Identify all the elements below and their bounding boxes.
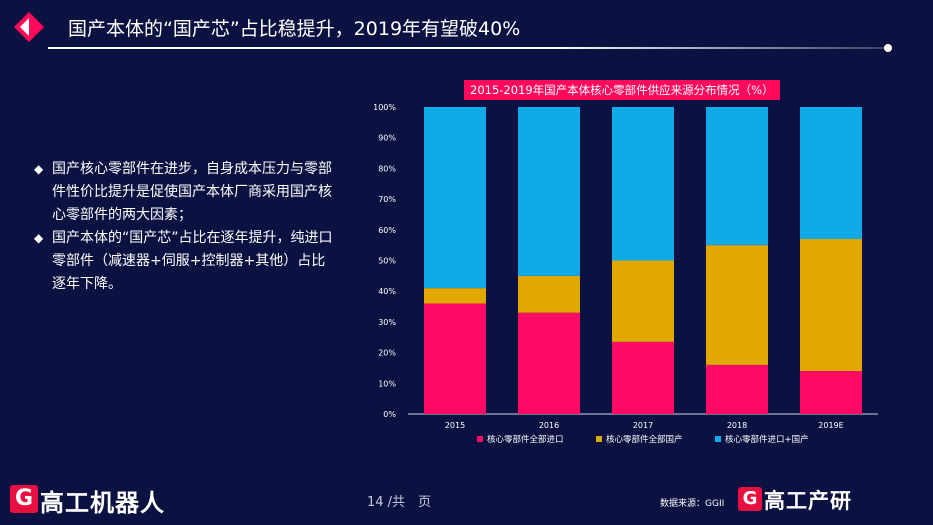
bullet-text-2: 国产本体的“国产芯”占比在逐年提升，纯进口零部件（减速器+伺服+控制器+其他）占… [52, 230, 333, 292]
bullet-item-1: ◆ 国产核心零部件在进步，自身成本压力与零部件性价比提升是促使国产本体厂商采用国… [34, 158, 334, 227]
bar-2016-series-2 [518, 275, 580, 313]
legend-swatch-3 [715, 436, 721, 442]
bullet-item-2: ◆ 国产本体的“国产芯”占比在逐年提升，纯进口零部件（减速器+伺服+控制器+其他… [34, 227, 334, 296]
y-tick-label: 70% [378, 195, 396, 204]
y-tick-label: 30% [378, 318, 396, 327]
y-tick-label: 80% [378, 164, 396, 173]
chart-title: 2015-2019年国产本体核心零部件供应来源分布情况（%） [464, 80, 780, 100]
x-tick-label: 2019E [818, 421, 843, 430]
x-tick-label: 2017 [633, 421, 653, 430]
legend-label-1: 核心零部件全部进口 [487, 434, 564, 445]
title-underline [48, 47, 888, 49]
legend-swatch-2 [596, 436, 602, 442]
y-tick-label: 20% [378, 349, 396, 358]
legend-label-2: 核心零部件全部国产 [606, 434, 683, 445]
x-tick-label: 2018 [727, 421, 747, 430]
footer-logo-left: G 高工机器人 [10, 481, 164, 517]
logo-text-right: 高工产研 [764, 489, 852, 513]
y-tick-label: 90% [378, 134, 396, 143]
bullet-list: ◆ 国产核心零部件在进步，自身成本压力与零部件性价比提升是促使国产本体厂商采用国… [34, 158, 334, 296]
title-underline-dot [884, 44, 892, 52]
bar-2017-series-3 [612, 107, 674, 261]
diamond-bullet-icon: ◆ [34, 231, 44, 245]
bar-2018-series-2 [706, 245, 768, 365]
bar-2016-series-1 [518, 312, 580, 414]
title-mark-icon [14, 12, 44, 42]
bullet-text-1: 国产核心零部件在进步，自身成本压力与零部件性价比提升是促使国产本体厂商采用国产核… [52, 161, 332, 223]
bar-2018-series-3 [706, 107, 768, 246]
stacked-bar-chart: 0% 10% 20% 30% 40% 50% 60% 70% 80% 90% 100% 2015 201… [373, 103, 878, 445]
bar-2015-series-3 [424, 107, 486, 289]
logo-text-left: 高工机器人 [40, 489, 165, 517]
bar-2019E-series-2 [800, 239, 862, 372]
y-tick-label: 100% [373, 103, 396, 112]
bar-2018-series-1 [706, 364, 768, 414]
bar-2017-series-1 [612, 341, 674, 414]
bar-2017-series-2 [612, 260, 674, 342]
bar-2015-series-1 [424, 303, 486, 414]
y-tick-label: 0% [383, 410, 396, 419]
logo-g-icon: G [10, 485, 38, 513]
bar-2015-series-2 [424, 288, 486, 304]
diamond-bullet-icon: ◆ [34, 162, 44, 176]
y-tick-label: 40% [378, 287, 396, 296]
x-tick-label: 2016 [539, 421, 559, 430]
y-tick-label: 10% [378, 379, 396, 388]
bar-2019E-series-1 [800, 371, 862, 414]
legend-label-3: 核心零部件进口+国产 [725, 434, 809, 445]
title-bar: 国产本体的“国产芯”占比稳提升，2019年有望破40% [0, 4, 933, 46]
y-tick-label: 60% [378, 226, 396, 235]
logo-g-icon: G [738, 487, 762, 511]
bar-2019E-series-3 [800, 107, 862, 240]
data-source: 数据来源：GGII [660, 499, 725, 509]
legend-swatch-1 [477, 436, 483, 442]
page-number: 14 /共 页 [367, 495, 432, 510]
y-tick-label: 50% [378, 257, 396, 266]
x-tick-label: 2015 [445, 421, 465, 430]
footer-logo-right: G 高工产研 [738, 482, 878, 516]
bar-2016-series-3 [518, 107, 580, 276]
page-title: 国产本体的“国产芯”占比稳提升，2019年有望破40% [68, 18, 521, 40]
